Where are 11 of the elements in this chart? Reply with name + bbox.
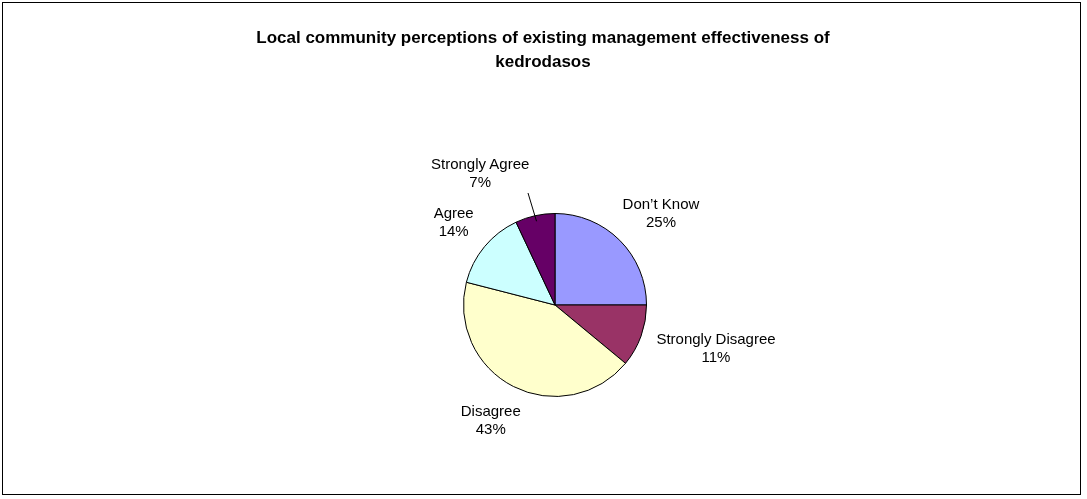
slice-label: Strongly Agree	[430, 155, 530, 173]
data-label: 14%	[438, 221, 469, 239]
data-label: 25%	[645, 212, 676, 230]
slice-label: Don’t Know	[622, 194, 700, 212]
chart-title: Local community perceptions of existing management effectiveness of kedrodasos	[255, 27, 831, 73]
data-label: 7%	[469, 173, 492, 191]
data-label: 43%	[475, 419, 506, 437]
slice-label: Disagree	[460, 401, 521, 419]
slice-label: Agree	[433, 203, 474, 221]
slice-label: Strongly Disagree	[656, 330, 776, 348]
data-label: 11%	[701, 348, 731, 366]
